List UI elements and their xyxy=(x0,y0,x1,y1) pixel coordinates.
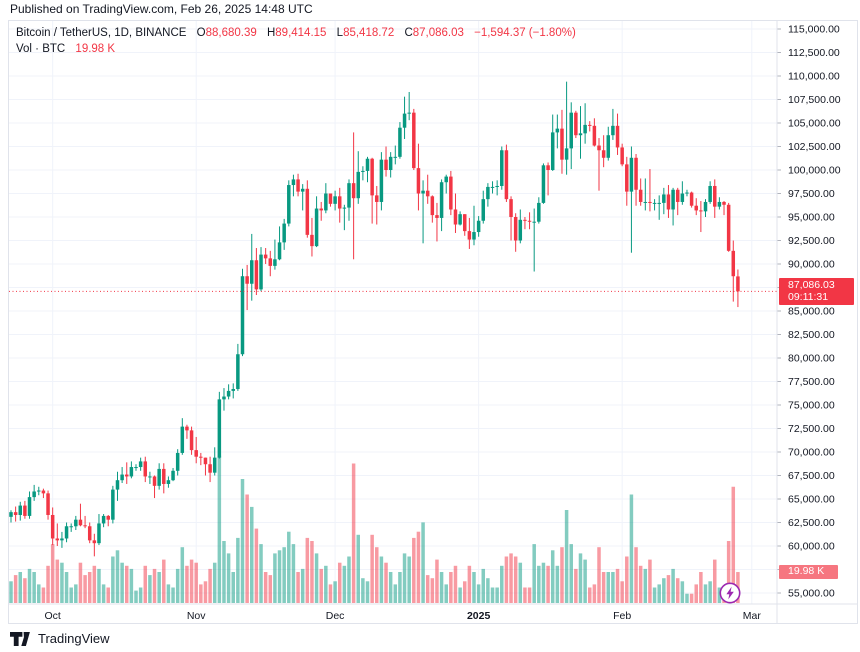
svg-text:90,000.00: 90,000.00 xyxy=(788,259,835,271)
open-value: 88,680.39 xyxy=(205,27,257,39)
footer-brand[interactable]: TradingView xyxy=(10,631,110,646)
svg-text:112,500.00: 112,500.00 xyxy=(788,47,840,59)
tradingview-logo-icon xyxy=(10,631,30,646)
high-letter: H xyxy=(266,27,276,39)
close-letter: C xyxy=(404,27,413,39)
svg-text:102,500.00: 102,500.00 xyxy=(788,141,841,153)
svg-text:60,000.00: 60,000.00 xyxy=(788,541,835,553)
published-line: Published on TradingView.com, Feb 26, 20… xyxy=(10,2,313,16)
bar-countdown: 09:11:31 xyxy=(788,290,829,303)
svg-text:82,500.00: 82,500.00 xyxy=(788,329,835,341)
symbol-ohlc-row: Bitcoin / TetherUS, 1D, BINANCE O88,680.… xyxy=(16,25,583,41)
svg-text:Mar: Mar xyxy=(743,610,762,622)
lightning-icon xyxy=(719,582,741,604)
volume-study-value: 19.98 K xyxy=(75,43,116,55)
change-value: −1,594.37 (−1.80%) xyxy=(474,27,576,39)
last-price-label: 87,086.03 09:11:31 xyxy=(779,277,854,305)
low-letter: L xyxy=(336,27,344,39)
candles-layer xyxy=(9,81,740,557)
low-value: 85,418.72 xyxy=(343,27,395,39)
high-value: 89,414.15 xyxy=(275,27,327,39)
price-axis-labels[interactable]: 115,000.00 112,500.00 110,000.00 107,500.00… xyxy=(777,24,841,600)
symbol-title: Bitcoin / TetherUS, 1D, BINANCE xyxy=(16,27,187,39)
open-letter: O xyxy=(196,27,206,39)
ohlc-low: L85,418.72 xyxy=(337,27,395,39)
chart-card: Bitcoin / TetherUS, 1D, BINANCE O88,680.… xyxy=(8,20,858,624)
svg-text:67,500.00: 67,500.00 xyxy=(788,470,835,482)
svg-text:75,000.00: 75,000.00 xyxy=(788,400,835,412)
volume-layer xyxy=(9,455,740,603)
close-value: 87,086.03 xyxy=(412,27,464,39)
last-price-value: 87,086.03 xyxy=(788,278,835,291)
footer-brand-text: TradingView xyxy=(38,631,110,646)
svg-text:85,000.00: 85,000.00 xyxy=(788,306,835,318)
svg-text:62,500.00: 62,500.00 xyxy=(788,517,835,529)
svg-text:92,500.00: 92,500.00 xyxy=(788,235,835,247)
svg-text:80,000.00: 80,000.00 xyxy=(788,353,835,365)
svg-text:70,000.00: 70,000.00 xyxy=(788,447,835,459)
axis-separators xyxy=(9,21,857,623)
svg-text:Dec: Dec xyxy=(326,610,345,622)
svg-text:65,000.00: 65,000.00 xyxy=(788,494,835,506)
ohlc-close: C87,086.03 xyxy=(404,27,463,39)
svg-text:Oct: Oct xyxy=(44,610,60,622)
volume-study-label: Vol · BTC xyxy=(16,43,66,55)
svg-text:115,000.00: 115,000.00 xyxy=(788,24,840,36)
svg-text:95,000.00: 95,000.00 xyxy=(788,212,835,224)
chart-legend: Bitcoin / TetherUS, 1D, BINANCE O88,680.… xyxy=(16,25,583,57)
svg-text:Feb: Feb xyxy=(613,610,631,622)
svg-text:105,000.00: 105,000.00 xyxy=(788,118,841,130)
svg-text:77,500.00: 77,500.00 xyxy=(788,376,835,388)
svg-text:97,500.00: 97,500.00 xyxy=(788,188,835,200)
svg-text:110,000.00: 110,000.00 xyxy=(788,71,840,83)
svg-text:72,500.00: 72,500.00 xyxy=(788,423,835,435)
svg-text:Nov: Nov xyxy=(187,610,206,622)
grid-lines xyxy=(9,21,777,604)
price-chart[interactable]: 115,000.00 112,500.00 110,000.00 107,500.00… xyxy=(9,21,857,623)
svg-text:2025: 2025 xyxy=(467,610,491,622)
volume-row: Vol · BTC 19.98 K xyxy=(16,41,583,57)
ohlc-high: H89,414.15 xyxy=(267,27,326,39)
svg-text:100,000.00: 100,000.00 xyxy=(788,165,841,177)
svg-text:107,500.00: 107,500.00 xyxy=(788,94,841,106)
volume-axis-label: 19.98 K xyxy=(779,565,838,580)
flash-marker[interactable] xyxy=(719,582,741,604)
time-axis-labels[interactable]: Oct Nov Dec 2025 Feb Mar xyxy=(44,610,761,622)
svg-text:55,000.00: 55,000.00 xyxy=(788,588,835,600)
ohlc-open: O88,680.39 xyxy=(197,27,257,39)
